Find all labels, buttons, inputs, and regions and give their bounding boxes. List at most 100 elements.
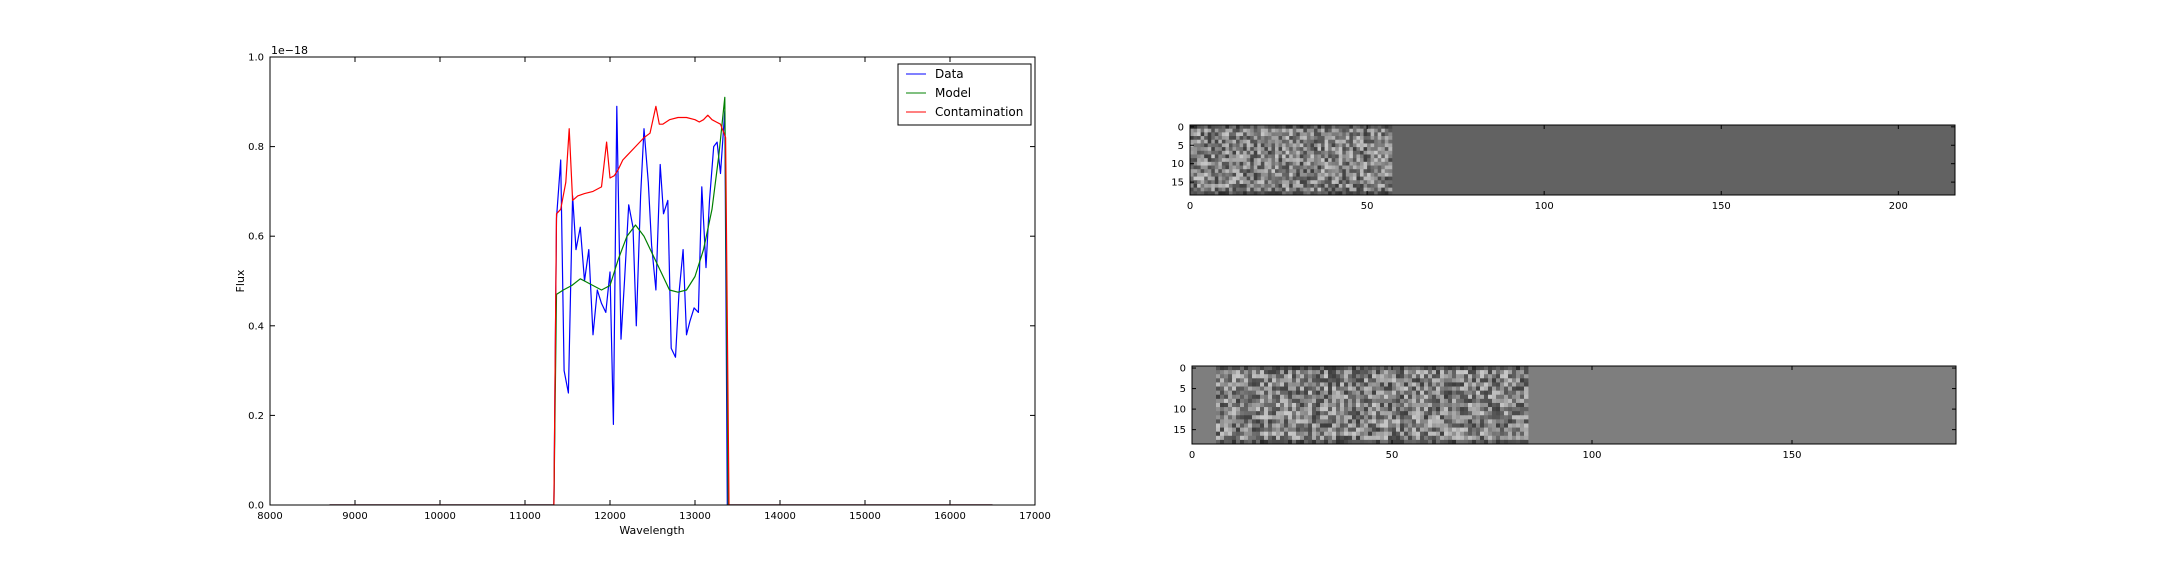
image-pixel <box>1282 180 1287 185</box>
image-pixel <box>1278 136 1283 141</box>
image-pixel <box>1272 366 1277 371</box>
image-pixel <box>1248 439 1253 445</box>
image-pixel <box>1236 435 1241 441</box>
image-pixel <box>1388 378 1393 383</box>
image-pixel <box>1404 423 1409 428</box>
image-pixel <box>1228 407 1233 412</box>
image-pixel <box>1252 378 1257 383</box>
image-pixel <box>1424 366 1429 371</box>
image-pixel <box>1428 402 1433 408</box>
image-pixel <box>1468 374 1473 379</box>
image-pixel <box>1296 431 1301 437</box>
image-pixel <box>1440 415 1445 420</box>
image-pixel <box>1416 419 1421 424</box>
image-pixel <box>1377 191 1382 196</box>
image-pixel <box>1464 378 1469 383</box>
image-pixel <box>1190 172 1194 177</box>
image-pixel <box>1404 366 1409 371</box>
image-pixel <box>1342 132 1347 137</box>
image-pixel <box>1221 187 1226 192</box>
image-pixel <box>1464 431 1469 437</box>
image-pixel <box>1349 183 1354 189</box>
image-pixel <box>1239 154 1244 159</box>
image-pixel <box>1193 158 1198 163</box>
image-pixel <box>1300 427 1305 433</box>
image-pixel <box>1218 176 1223 181</box>
image-pixel <box>1280 402 1285 408</box>
image-pixel <box>1420 398 1425 404</box>
image-pixel <box>1344 431 1349 437</box>
image-pixel <box>1320 366 1325 371</box>
image-pixel <box>1396 374 1401 379</box>
image-pixel <box>1248 435 1253 441</box>
image-pixel <box>1214 125 1219 130</box>
image-pixel <box>1496 415 1501 420</box>
image-pixel <box>1408 398 1413 404</box>
image-pixel <box>1452 374 1457 379</box>
image-pixel <box>1352 172 1357 177</box>
image-pixel <box>1304 419 1309 424</box>
image-pixel <box>1250 187 1255 192</box>
image-pixel <box>1381 183 1386 189</box>
image-pixel <box>1292 394 1297 400</box>
image-pixel <box>1408 439 1413 445</box>
image-pixel <box>1236 370 1241 375</box>
image-pixel <box>1236 176 1240 181</box>
image-pixel <box>1296 374 1301 379</box>
image-pixel <box>1492 427 1497 433</box>
image-pixel <box>1367 136 1372 141</box>
image-pixel <box>1342 172 1347 177</box>
image-pixel <box>1377 150 1382 155</box>
image-pixel <box>1289 158 1294 163</box>
image-pixel <box>1460 394 1465 400</box>
image-pixel <box>1484 439 1489 445</box>
image-pixel <box>1304 402 1309 408</box>
image-pixel <box>1404 419 1409 424</box>
image-pixel <box>1260 176 1265 181</box>
image-pixel <box>1456 382 1461 387</box>
image-pixel <box>1260 147 1265 152</box>
image-pixel <box>1432 366 1437 371</box>
image-pixel <box>1308 386 1313 392</box>
image-pixel <box>1342 136 1347 141</box>
image-pixel <box>1306 165 1311 170</box>
image-pixel <box>1348 382 1353 387</box>
image-pixel <box>1356 125 1361 130</box>
image-pixel <box>1221 180 1226 185</box>
image-pixel <box>1260 132 1265 137</box>
image-pixel <box>1317 176 1322 181</box>
image-pixel <box>1260 439 1265 445</box>
image-pixel <box>1372 439 1377 445</box>
image-pixel <box>1328 143 1333 148</box>
image-pixel <box>1400 427 1405 433</box>
image-pixel <box>1197 143 1202 148</box>
image-pixel <box>1282 128 1287 133</box>
image-pixel <box>1376 402 1381 408</box>
image-pixel <box>1280 370 1285 375</box>
image-pixel <box>1204 169 1209 174</box>
image-pixel <box>1480 419 1485 424</box>
image-pixel <box>1400 394 1405 400</box>
image-pixel <box>1368 435 1373 441</box>
image-pixel <box>1324 154 1329 159</box>
image-pixel <box>1476 378 1481 383</box>
image-pixel <box>1396 411 1401 416</box>
image-pixel <box>1332 415 1337 420</box>
image-pixel <box>1275 165 1279 170</box>
image-pixel <box>1504 431 1509 437</box>
image-pixel <box>1225 169 1230 174</box>
image-pixel <box>1288 382 1293 387</box>
image-pixel <box>1384 374 1389 379</box>
image-pixel <box>1304 435 1309 441</box>
image-pixel <box>1384 150 1389 155</box>
image-pixel <box>1239 180 1244 185</box>
image-pixel <box>1211 125 1216 130</box>
image-pixel <box>1335 158 1340 163</box>
image-pixel <box>1492 394 1497 400</box>
image-pixel <box>1303 154 1308 159</box>
image-pixel <box>1204 187 1209 192</box>
image-pixel <box>1239 169 1244 174</box>
image-pixel <box>1216 419 1221 424</box>
image-pixel <box>1400 411 1405 416</box>
image-pixel <box>1253 180 1258 185</box>
